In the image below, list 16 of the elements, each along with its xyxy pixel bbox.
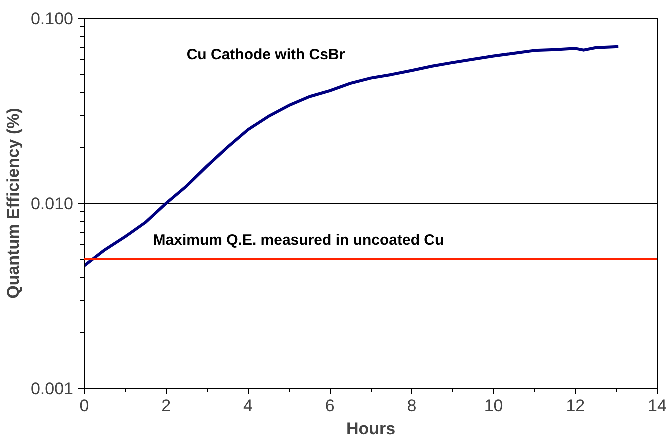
x-tick-label: 0: [80, 396, 90, 416]
x-axis-title: Hours: [346, 420, 396, 438]
x-tick-label: 6: [325, 396, 335, 416]
y-tick-label: 0.001: [30, 380, 74, 398]
ref-line-label: Maximum Q.E. measured in uncoated Cu: [153, 232, 444, 250]
x-tick-label: 14: [648, 396, 667, 416]
x-tick-label: 4: [243, 396, 253, 416]
x-tick-label: 8: [407, 396, 417, 416]
line-series: [84, 45, 620, 268]
x-tick-label: 10: [484, 396, 504, 416]
x-tick-label: 12: [566, 396, 586, 416]
x-tick-label: 2: [162, 396, 172, 416]
series-label: Cu Cathode with CsBr: [186, 46, 346, 64]
y-tick-label: 0.100: [30, 10, 74, 28]
y-tick-label: 0.010: [30, 194, 74, 214]
y-axis-title: Quantum Efficiency (%): [4, 108, 23, 299]
